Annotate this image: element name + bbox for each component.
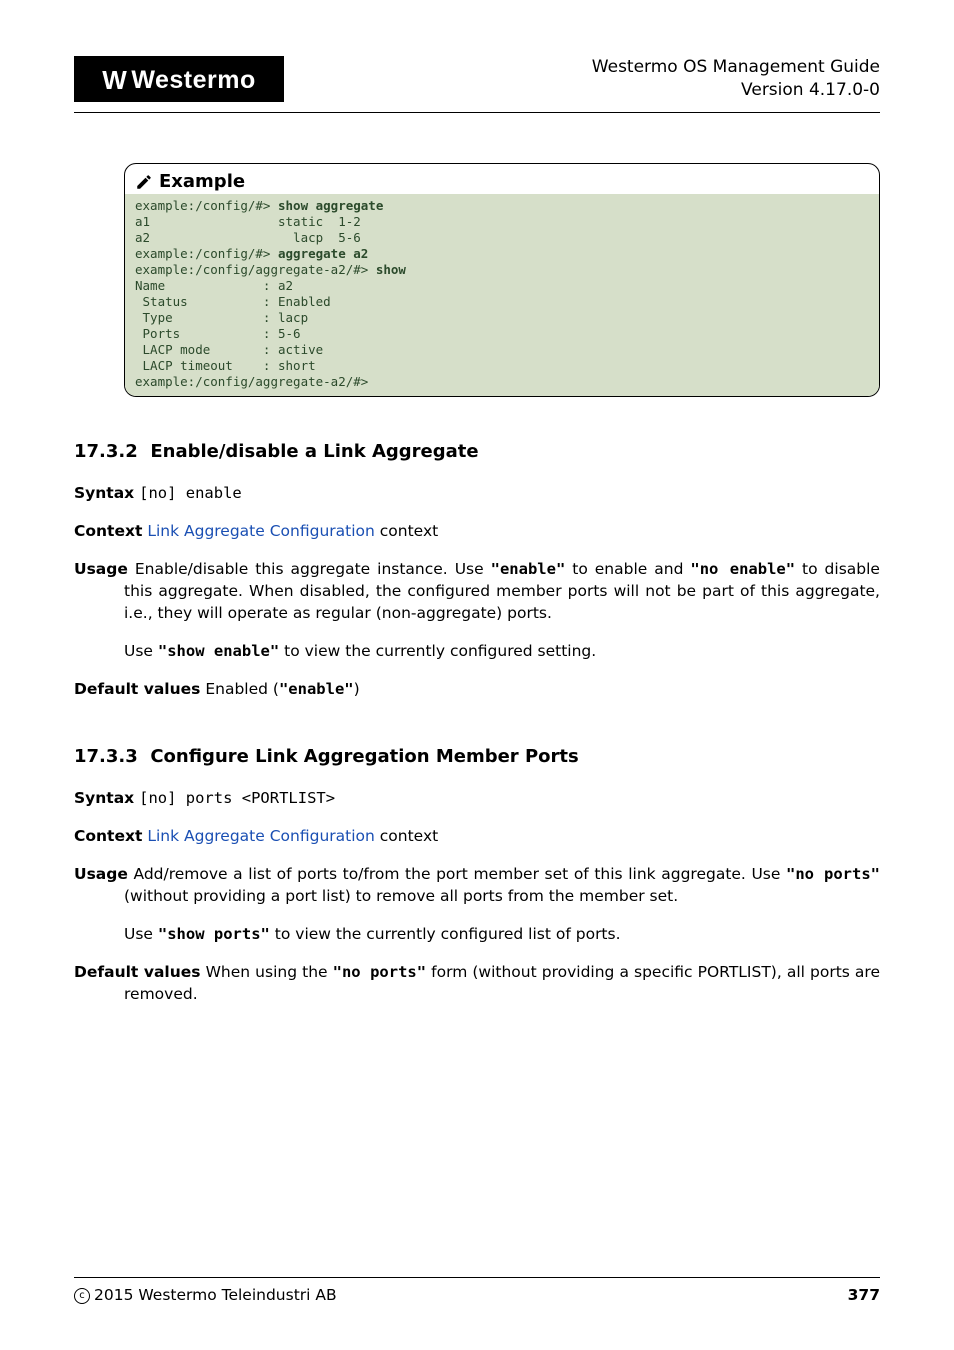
section-heading-2: 17.3.3 Configure Link Aggregation Member…: [74, 746, 880, 767]
section-heading-1: 17.3.2 Enable/disable a Link Aggregate: [74, 441, 880, 462]
usage-cmd-1-2: "no enable": [690, 560, 795, 578]
copyright-text: 2015 Westermo Teleindustri AB: [94, 1286, 337, 1304]
default-row-2: Default values When using the "no ports"…: [74, 961, 880, 1005]
page-footer: c2015 Westermo Teleindustri AB 377: [74, 1277, 880, 1304]
example-title: Example: [159, 171, 245, 192]
usage-block-2: Usage Add/remove a list of ports to/from…: [74, 863, 880, 907]
usage-cmd-1-3: "show enable": [158, 642, 279, 660]
section-title-1: Enable/disable a Link Aggregate: [150, 441, 478, 462]
example-title-row: Example: [125, 164, 879, 194]
default-text-1a: Enabled (: [205, 680, 279, 698]
context-label-1: Context: [74, 522, 142, 540]
syntax-value-1: [no] enable: [139, 484, 242, 502]
default-text-2a: When using the: [206, 963, 333, 981]
usage-text-1b: to enable and: [565, 560, 690, 578]
usage-label-1: Usage: [74, 560, 128, 578]
default-cmd-1: "enable": [279, 680, 354, 698]
default-label-1: Default values: [74, 680, 200, 698]
syntax-row-1: Syntax [no] enable: [74, 482, 880, 504]
header-rule: [74, 112, 880, 113]
syntax-label-1: Syntax: [74, 484, 134, 502]
syntax-row-2: Syntax [no] ports <PORTLIST>: [74, 787, 880, 809]
usage-text-2a: Use: [124, 642, 158, 660]
section-number-1: 17.3.2: [74, 441, 138, 462]
context-suffix-2: context: [375, 827, 438, 845]
footer-rule: [74, 1277, 880, 1278]
usage-cmd-1-1: "enable": [491, 560, 566, 578]
context-row-2: Context Link Aggregate Configuration con…: [74, 825, 880, 847]
syntax-value-2: [no] ports <PORTLIST>: [139, 789, 335, 807]
pencil-icon: [135, 173, 153, 191]
westermo-logo: WWestermo: [74, 56, 284, 102]
context-row-1: Context Link Aggregate Configuration con…: [74, 520, 880, 542]
context-suffix-1: context: [375, 522, 438, 540]
section-title-2: Configure Link Aggregation Member Ports: [150, 746, 578, 767]
context-link-1[interactable]: Link Aggregate Configuration: [147, 522, 375, 540]
usage-block-1b: Use "show enable" to view the currently …: [124, 640, 880, 662]
default-cmd-2: "no ports": [333, 963, 426, 981]
default-label-2: Default values: [74, 963, 201, 981]
page-header: WWestermo Westermo OS Management Guide V…: [74, 56, 880, 102]
usage-text-2b: to view the currently configured setting…: [279, 642, 596, 660]
section-number-2: 17.3.3: [74, 746, 138, 767]
context-link-2[interactable]: Link Aggregate Configuration: [147, 827, 375, 845]
usage-cmd-2-1: "no ports": [786, 865, 880, 883]
usage-text-2-1b: (without providing a port list) to remov…: [124, 887, 678, 905]
logo-text: WWestermo: [102, 64, 255, 95]
copyright: c2015 Westermo Teleindustri AB: [74, 1286, 337, 1304]
default-row-1: Default values Enabled ("enable"): [74, 678, 880, 700]
usage-block-2b: Use "show ports" to view the currently c…: [124, 923, 880, 945]
doc-version: Version 4.17.0-0: [592, 79, 880, 102]
usage-text-2-2a: Use: [124, 925, 158, 943]
default-text-1b: ): [354, 680, 360, 698]
usage-block-1: Usage Enable/disable this aggregate inst…: [74, 558, 880, 624]
context-label-2: Context: [74, 827, 142, 845]
usage-text-2-2b: to view the currently configured list of…: [270, 925, 621, 943]
usage-label-2: Usage: [74, 865, 128, 883]
usage-text-1a: Enable/disable this aggregate instance. …: [135, 560, 491, 578]
terminal-output: example:/config/#> show aggregate a1 sta…: [125, 194, 879, 396]
doc-title: Westermo OS Management Guide: [592, 56, 880, 79]
page-number: 377: [848, 1286, 880, 1304]
example-box: Example example:/config/#> show aggregat…: [124, 163, 880, 397]
usage-text-2-1a: Add/remove a list of ports to/from the p…: [134, 865, 787, 883]
header-title-block: Westermo OS Management Guide Version 4.1…: [592, 56, 880, 102]
usage-cmd-2-2: "show ports": [158, 925, 270, 943]
copyright-icon: c: [74, 1288, 90, 1304]
syntax-label-2: Syntax: [74, 789, 134, 807]
